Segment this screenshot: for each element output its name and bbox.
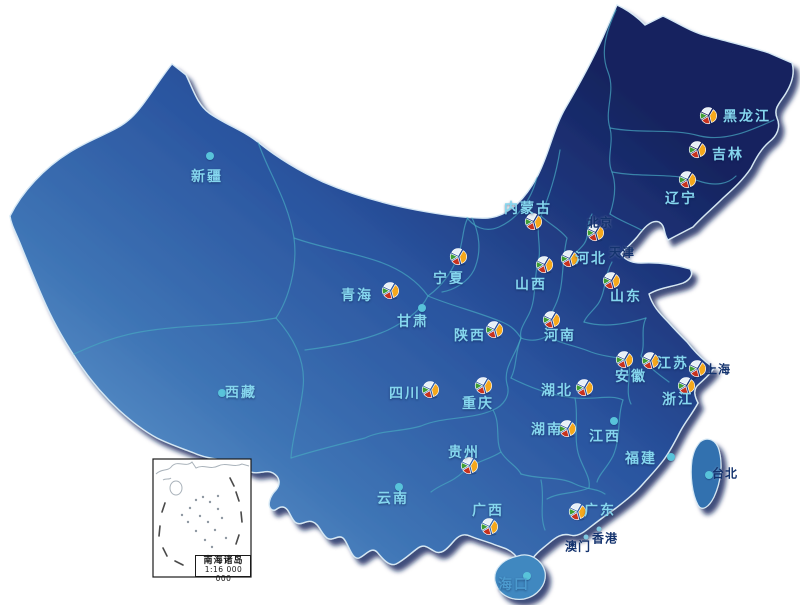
province-label: 辽宁	[665, 191, 697, 207]
capital-dot	[418, 304, 426, 312]
province-label: 河北	[575, 251, 607, 267]
province-label: 安徽	[615, 369, 647, 385]
pie-marker[interactable]	[535, 256, 555, 274]
hainan-island[interactable]	[494, 554, 546, 600]
province-label: 新疆	[191, 169, 223, 185]
city-label: 澳门	[564, 539, 592, 554]
province-borders	[73, 9, 775, 531]
province-label: 云南	[377, 491, 409, 507]
province-label: 福建	[625, 451, 657, 467]
province-label: 江西	[589, 429, 621, 445]
inset-scale: 1:16 000 000	[204, 565, 243, 583]
capital-dot	[610, 417, 618, 425]
province-label: 甘肃	[397, 314, 429, 330]
province-label: 吉林	[712, 147, 744, 163]
pie-marker[interactable]	[560, 250, 580, 268]
province-label: 山西	[515, 277, 547, 293]
pie-marker[interactable]	[688, 141, 708, 159]
inset-caption-box	[195, 555, 251, 577]
inset-islands-dots	[180, 494, 228, 549]
inset-coastline	[155, 461, 250, 496]
province-label: 广东	[584, 503, 616, 519]
province-label: 江苏	[657, 356, 689, 372]
province-label: 贵州	[448, 445, 480, 461]
city-label: 天津	[608, 245, 636, 260]
province-label: 海口	[498, 577, 530, 593]
city-label: 香港	[591, 531, 619, 546]
pie-marker[interactable]	[460, 457, 480, 475]
capital-dot	[583, 534, 589, 540]
pie-marker[interactable]	[542, 311, 562, 329]
province-label: 重庆	[462, 396, 494, 412]
pie-marker[interactable]	[677, 377, 697, 395]
pie-marker[interactable]	[381, 282, 401, 300]
province-label: 浙江	[662, 392, 694, 408]
province-label: 陕西	[454, 328, 486, 344]
pie-marker[interactable]	[615, 351, 635, 369]
province-label: 黑龙江	[723, 109, 771, 125]
pie-marker[interactable]	[485, 321, 505, 339]
province-label: 宁夏	[433, 271, 465, 287]
province-label: 四川	[389, 386, 421, 402]
pie-marker[interactable]	[480, 518, 500, 536]
inset-caption: 南海诸岛 1:16 000 000	[196, 556, 251, 583]
pie-marker[interactable]	[449, 248, 469, 266]
province-label: 山东	[610, 289, 642, 305]
pie-marker[interactable]	[678, 171, 698, 189]
province-label: 内蒙古	[504, 201, 552, 217]
capital-dot	[705, 471, 713, 479]
capital-dot	[596, 526, 602, 532]
province-label: 河南	[544, 328, 576, 344]
city-label: 上海	[704, 362, 732, 377]
pie-marker[interactable]	[568, 503, 588, 521]
pie-marker[interactable]	[558, 420, 578, 438]
capital-dot	[667, 453, 675, 461]
capital-dot	[395, 483, 403, 491]
province-label: 广西	[472, 503, 504, 519]
inset-title: 南海诸岛	[203, 556, 244, 566]
capital-dot	[523, 572, 531, 580]
pie-marker[interactable]	[524, 213, 544, 231]
province-label: 西藏	[225, 385, 257, 401]
pie-marker[interactable]	[474, 377, 494, 395]
pie-marker[interactable]	[602, 272, 622, 290]
capital-dot	[218, 389, 226, 397]
south-china-sea-inset	[152, 458, 252, 578]
pie-marker[interactable]	[699, 107, 719, 125]
province-label: 湖北	[541, 383, 573, 399]
inset-dash-line	[158, 477, 243, 566]
city-label: 台北	[711, 466, 739, 481]
province-label: 青海	[341, 288, 373, 304]
pie-marker[interactable]	[688, 360, 708, 378]
pie-marker[interactable]	[575, 379, 595, 397]
pie-marker[interactable]	[641, 352, 661, 370]
pie-marker[interactable]	[421, 381, 441, 399]
city-label: 北京	[586, 215, 614, 230]
pie-marker[interactable]	[586, 224, 606, 242]
capital-dot	[206, 152, 214, 160]
province-label: 湖南	[531, 422, 563, 438]
